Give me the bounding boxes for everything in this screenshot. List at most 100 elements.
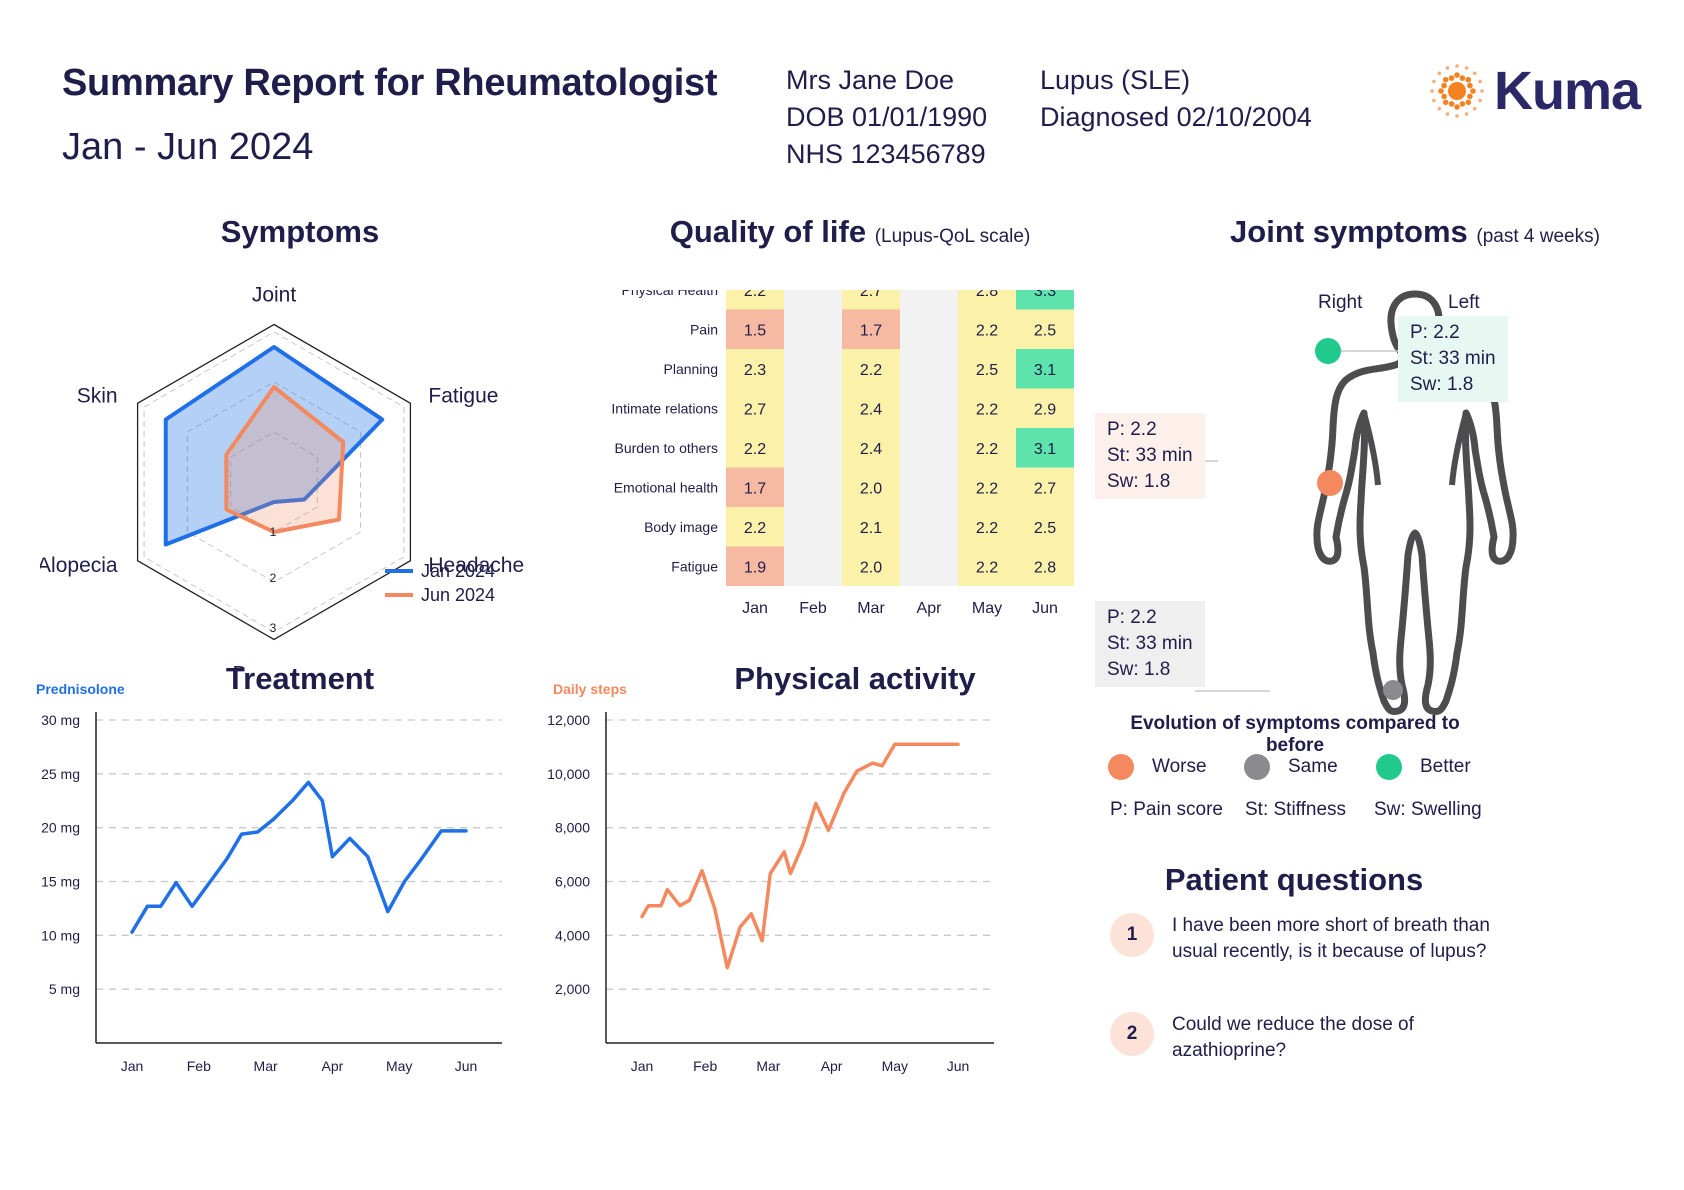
abbrev-stiffness: St: Stiffness — [1245, 799, 1347, 820]
radar-outer-frame — [136, 323, 412, 641]
heat-cell — [1016, 428, 1074, 468]
joint-marker-right-wrist[interactable] — [1317, 470, 1343, 496]
radar-axis-label: Joint — [252, 284, 297, 307]
heat-cell-value: 2.0 — [860, 480, 882, 497]
logo-ray-outer — [1478, 79, 1482, 84]
qol-heatmap: Physical Health 2.2 2.7 2.8 3.3 Pain 1.5 1.7 2.2… — [611, 290, 1074, 617]
radar-ring — [186, 381, 362, 583]
joint-markers — [1315, 338, 1403, 700]
heat-cell — [958, 349, 1016, 389]
heat-cell-value: 2.7 — [860, 290, 882, 300]
heat-column-label: Jan — [742, 600, 768, 617]
activity-line-chart: 2,000 4,000 6,000 8,000 10,000 12,000 Jan Feb Ma… — [547, 712, 994, 1074]
heat-row-label: Emotional health — [614, 479, 718, 495]
evolution-legend-title: Evolution of symptoms compared to before — [1130, 713, 1460, 756]
symptoms-title: Symptoms — [220, 214, 380, 249]
radar-series-jan — [163, 345, 385, 547]
callout-stiffness: St: 33 min — [1410, 348, 1496, 369]
heat-cell-value: 3.1 — [1034, 362, 1056, 379]
question-number: 1 — [1110, 913, 1154, 957]
better-dot — [1376, 754, 1402, 780]
data-line — [130, 780, 468, 934]
callout-swelling: Sw: 1.8 — [1107, 471, 1171, 492]
logo-ray — [1467, 93, 1473, 100]
heat-row-label: Burden to others — [614, 440, 718, 456]
heat-column-label: Mar — [857, 600, 885, 617]
y-tick-label: 10 mg — [41, 927, 80, 943]
joint-marker-right-ankle[interactable] — [1383, 680, 1403, 700]
heat-cell — [958, 309, 1016, 349]
legend-label-jun: Jun 2024 — [421, 585, 495, 605]
y-tick-label: 30 mg — [41, 712, 80, 728]
logo-ray-outer — [1437, 71, 1442, 76]
heat-cell — [726, 546, 784, 586]
heat-cell-value: 2.3 — [744, 362, 766, 379]
heat-cell-value: 2.0 — [860, 559, 882, 576]
logo-ray — [1459, 75, 1466, 81]
y-tick-label: 6,000 — [555, 874, 590, 890]
x-tick-label: Mar — [756, 1058, 780, 1074]
logo-ray-outer — [1464, 66, 1469, 70]
heat-column-label: May — [972, 600, 1002, 617]
y-tick-label: 15 mg — [41, 874, 80, 890]
kuma-logo: Kuma — [1426, 60, 1641, 122]
logo-ray — [1448, 101, 1455, 107]
legend-label-jan: Jan 2024 — [421, 561, 495, 581]
logo-core — [1448, 82, 1466, 100]
logo-ray-outer — [1455, 114, 1459, 118]
heat-cell — [842, 349, 900, 389]
callout-stiffness: St: 33 min — [1107, 445, 1193, 466]
report-period: Jan - Jun 2024 — [62, 126, 314, 168]
logo-ray — [1465, 99, 1472, 106]
heat-cell — [726, 467, 784, 507]
qol-scale-label: (Lupus-QoL scale) — [874, 226, 1031, 247]
heat-cell-value: 3.1 — [1034, 441, 1056, 458]
heat-cell — [958, 467, 1016, 507]
heat-cell-value: 2.2 — [744, 290, 766, 300]
heat-cell-value: 2.4 — [860, 401, 882, 418]
heat-cell-value: 2.8 — [1034, 559, 1056, 576]
question-text: I have been more short of breath than us… — [1172, 915, 1490, 962]
radar-series-jun — [224, 385, 346, 534]
logo-ray-outer — [1478, 98, 1482, 103]
radar-axis-label: Alopecia — [40, 554, 118, 577]
heat-cell-value: 3.3 — [1034, 290, 1056, 300]
joint-callout-right-ankle: P: 2.2 St: 33 min Sw: 1.8 — [1095, 601, 1205, 687]
body-outline — [1195, 290, 1517, 715]
heat-cell-value: 1.5 — [744, 322, 766, 339]
radar-ring — [143, 331, 405, 633]
logo-text: Kuma — [1494, 61, 1641, 121]
callout-pain: P: 2.2 — [1410, 322, 1460, 343]
heat-cell-value: 2.9 — [1034, 401, 1056, 418]
heat-cell — [1016, 349, 1074, 389]
patient-info: Mrs Jane Doe DOB 01/01/1990 NHS 12345678… — [786, 62, 987, 173]
patient-nhs: NHS 123456789 — [786, 139, 986, 169]
heat-cell-value: 1.7 — [860, 322, 882, 339]
same-dot — [1244, 754, 1270, 780]
logo-ray-outer — [1472, 71, 1477, 76]
heat-column-label: Apr — [917, 600, 943, 617]
data-line — [640, 742, 960, 970]
callout-stiffness: St: 33 min — [1107, 633, 1193, 654]
treatment-title: Treatment — [225, 661, 375, 696]
heat-cell-value: 2.2 — [860, 362, 882, 379]
heat-cell — [958, 428, 1016, 468]
x-tick-label: Apr — [821, 1058, 843, 1074]
heat-cell-value: 2.1 — [860, 520, 882, 537]
y-tick-label: 20 mg — [41, 820, 80, 836]
heat-cell-value: 2.2 — [744, 520, 766, 537]
question-text: Could we reduce the dose of azathioprine… — [1172, 1014, 1414, 1061]
heat-cell-value: 2.8 — [976, 290, 998, 300]
radar-axis-label: Dyspnea — [233, 663, 316, 669]
joint-marker-left-shoulder[interactable] — [1315, 338, 1341, 364]
logo-ray — [1441, 82, 1447, 89]
radar-axis-label: Skin — [77, 384, 118, 407]
heat-empty-column — [784, 290, 842, 586]
heat-empty-column — [900, 290, 958, 586]
prednisolone-label: Prednisolone — [36, 681, 125, 697]
radar-ring-label: 3 — [270, 621, 277, 635]
heat-cell-value: 2.2 — [744, 441, 766, 458]
legend-same-label: Same — [1288, 756, 1338, 777]
heat-cell — [958, 290, 1016, 310]
heat-cell — [1016, 309, 1074, 349]
